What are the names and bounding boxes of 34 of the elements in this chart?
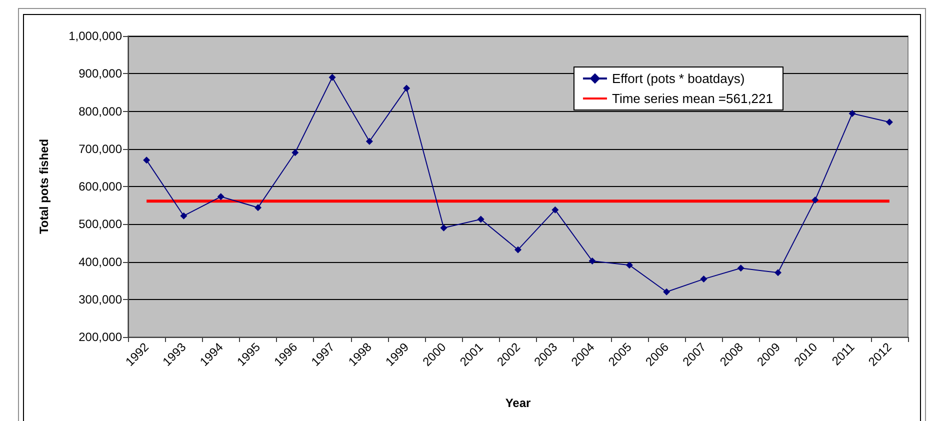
point: [254, 204, 262, 212]
legend-label: Effort (pots * boatdays): [612, 71, 745, 86]
point: [403, 84, 410, 92]
point: [700, 276, 708, 283]
point: [180, 212, 188, 220]
y-tick-label: 300,000: [78, 292, 122, 306]
point: [217, 193, 224, 200]
point: [812, 196, 819, 204]
point: [514, 246, 522, 254]
point: [774, 269, 782, 276]
point: [626, 262, 633, 269]
point: [440, 224, 448, 232]
point: [848, 110, 856, 118]
y-axis-title: Total pots fished: [37, 138, 51, 234]
point: [588, 257, 596, 264]
point: [143, 156, 150, 164]
point: [328, 74, 336, 81]
point: [737, 264, 744, 272]
point: [366, 138, 373, 145]
y-tick-label: 900,000: [78, 66, 122, 81]
legend-label: Time series mean =561,221: [612, 91, 774, 106]
point: [886, 118, 893, 126]
y-tick-label: 800,000: [78, 104, 122, 118]
point: [552, 206, 559, 214]
y-tick-label: 600,000: [78, 180, 122, 194]
x-axis-title: Year: [505, 396, 532, 410]
point: [663, 288, 670, 296]
point: [477, 216, 484, 223]
point: [292, 149, 299, 156]
y-tick-label: 400,000: [78, 254, 122, 269]
y-tick-label: 1,000,000: [68, 29, 122, 43]
y-tick-label: 200,000: [78, 330, 122, 344]
y-tick-label: 700,000: [78, 142, 122, 156]
y-tick-label: 500,000: [78, 217, 122, 232]
